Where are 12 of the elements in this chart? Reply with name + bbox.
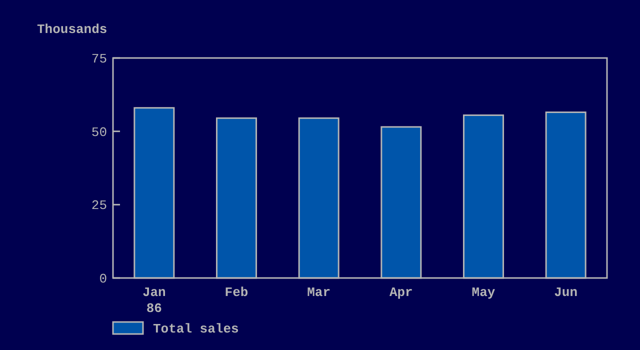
x-tick-label: Mar [307, 285, 331, 300]
legend-label: Total sales [153, 322, 240, 337]
x-tick-label: Feb [224, 285, 248, 300]
y-axis-title: Thousands [37, 22, 108, 37]
x-tick-label: Apr [389, 285, 413, 300]
y-tick-label: 0 [99, 272, 107, 287]
x-tick-label: Jan 86 [142, 285, 166, 316]
y-tick-label: 50 [91, 124, 107, 140]
x-tick-label: May [472, 285, 496, 300]
y-tick-label: 25 [91, 198, 107, 214]
y-tick-label: 75 [91, 52, 107, 67]
x-tick-label: Jun [554, 285, 578, 300]
